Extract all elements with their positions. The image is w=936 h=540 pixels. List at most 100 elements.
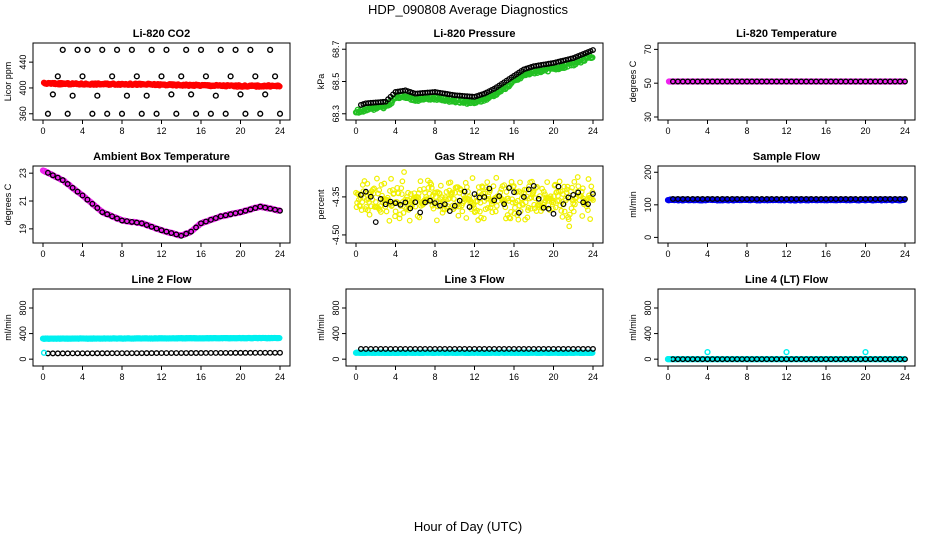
data-point (382, 201, 389, 208)
x-tick-label: 20 (860, 372, 870, 382)
data-point (193, 350, 200, 356)
data-point (569, 184, 575, 191)
y-tick-label: 23 (18, 168, 28, 178)
x-tick-label: 24 (275, 372, 285, 382)
data-point (427, 197, 433, 204)
data-point (579, 185, 586, 192)
x-tick-label: 8 (119, 249, 124, 259)
y-tick-label: 200 (643, 165, 653, 180)
data-point (362, 188, 369, 195)
data-point (158, 73, 165, 80)
y-tick-label: 21 (18, 196, 28, 206)
data-point (59, 177, 66, 184)
data-point (522, 199, 529, 206)
data-point (902, 356, 908, 363)
data-point (114, 350, 121, 357)
data-point (465, 188, 471, 195)
y-tick-label: 400 (18, 80, 28, 95)
data-point (74, 350, 81, 357)
y-tick-label: 400 (331, 326, 341, 341)
data-point (178, 73, 185, 80)
data-point (198, 220, 204, 227)
x-tick-label: 0 (665, 372, 670, 382)
data-point (489, 209, 496, 216)
data-point (398, 185, 405, 192)
y-tick-label: 50 (643, 78, 653, 88)
data-point (358, 191, 364, 198)
data-point (527, 205, 534, 212)
data-point (202, 218, 209, 225)
data-point (374, 175, 380, 182)
data-point (212, 92, 219, 99)
data-point (49, 91, 56, 98)
data-point (530, 182, 537, 189)
data-point (84, 350, 91, 357)
data-point (79, 73, 86, 80)
x-tick-label: 12 (781, 372, 791, 382)
data-point (148, 46, 155, 53)
data-point (402, 199, 409, 206)
data-point (202, 73, 210, 80)
data-point (94, 92, 101, 99)
data-point (425, 185, 432, 191)
data-point (565, 194, 572, 201)
data-point (257, 110, 264, 117)
data-point (501, 182, 508, 189)
data-point (138, 110, 145, 117)
data-point (447, 179, 454, 186)
y-tick-label: 0 (643, 357, 653, 362)
data-point (552, 204, 559, 211)
data-point (560, 201, 567, 208)
x-tick-label: 24 (900, 126, 910, 136)
data-point (44, 110, 52, 117)
data-point (173, 231, 180, 238)
data-point (54, 73, 61, 80)
data-point (128, 350, 135, 357)
data-point (188, 228, 195, 235)
data-point (422, 199, 429, 206)
x-tick-label: 16 (821, 126, 831, 136)
data-point (267, 349, 274, 356)
data-point (578, 188, 585, 195)
data-point (99, 46, 106, 53)
data-point (178, 350, 185, 356)
y-tick-label: 0 (643, 235, 653, 240)
data-point (704, 349, 711, 356)
data-point (252, 73, 259, 80)
data-point (587, 216, 594, 222)
y-tick-label: 440 (18, 55, 28, 70)
x-tick-label: 0 (665, 126, 670, 136)
data-point (484, 179, 491, 186)
data-point (123, 92, 131, 99)
data-point (525, 207, 531, 214)
data-point (398, 191, 405, 198)
x-tick-label: 8 (744, 249, 749, 259)
data-point (247, 206, 254, 213)
data-point (89, 350, 96, 357)
data-point (570, 191, 577, 198)
data-point (512, 204, 518, 211)
main-title: HDP_090808 Average Diagnostics (368, 2, 568, 17)
data-point (664, 356, 672, 363)
x-tick-label: 20 (235, 372, 245, 382)
x-tick-label: 16 (196, 372, 206, 382)
x-tick-label: 8 (432, 249, 437, 259)
data-point (502, 204, 509, 211)
data-point (459, 208, 466, 215)
panel-title: Sample Flow (753, 151, 821, 163)
data-point (550, 210, 557, 217)
data-point (559, 213, 566, 220)
data-point (89, 110, 96, 117)
x-tick-label: 24 (900, 372, 910, 382)
panel-title: Line 2 Flow (132, 274, 192, 286)
data-point (902, 196, 908, 202)
data-point (585, 207, 591, 214)
data-point (567, 55, 574, 62)
data-point (79, 350, 86, 357)
x-tick-label: 20 (548, 372, 558, 382)
x-tick-label: 0 (40, 249, 45, 259)
data-point (510, 183, 517, 189)
data-point (571, 201, 578, 208)
y-tick-label: 68.3 (331, 105, 341, 123)
data-point (247, 349, 254, 356)
